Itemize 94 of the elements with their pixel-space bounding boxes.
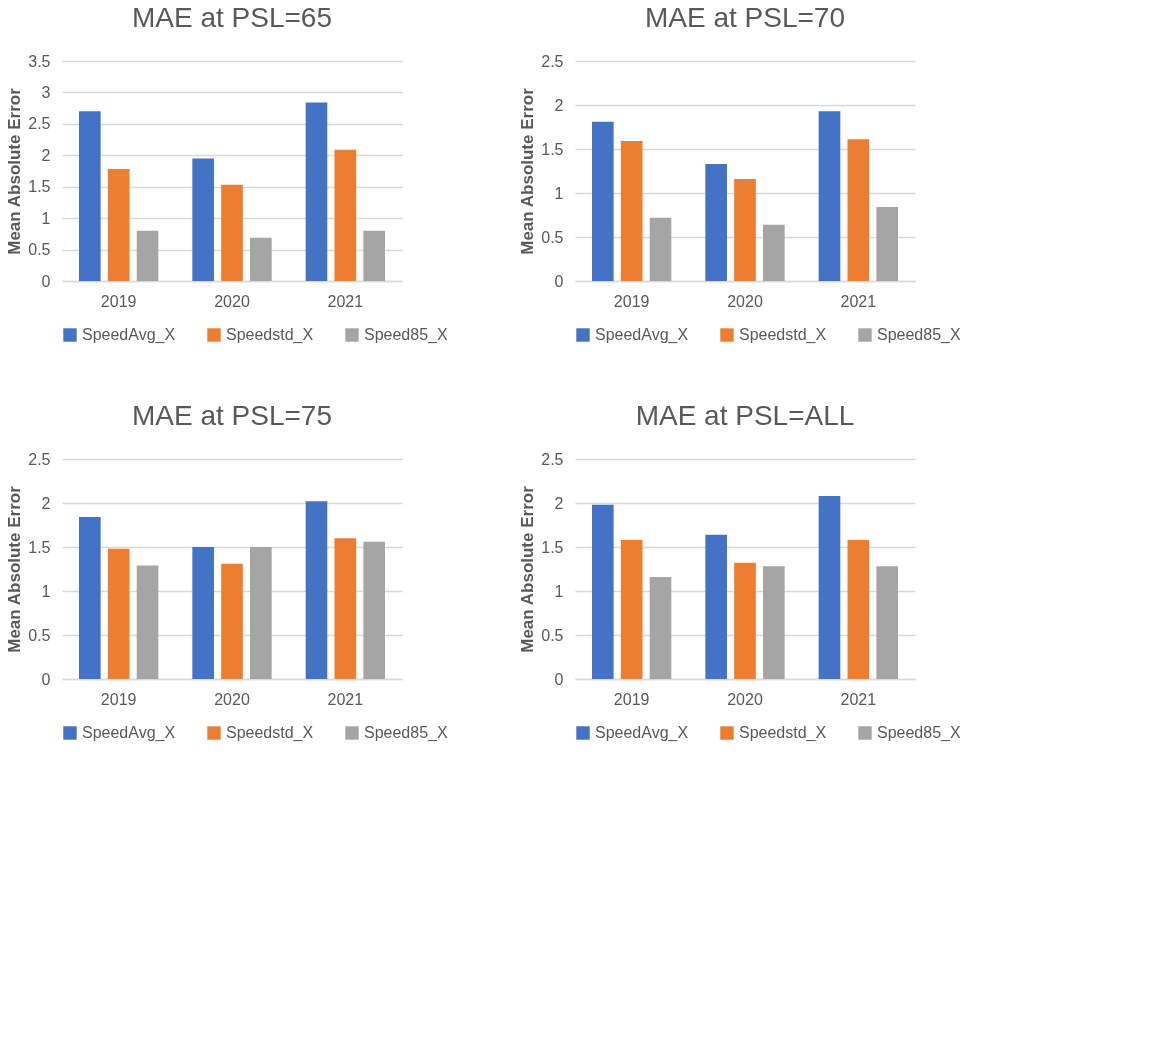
legend-label: Speedstd_X <box>226 724 314 742</box>
bar <box>250 237 272 281</box>
chart-title: MAE at PSL=75 <box>131 400 333 431</box>
bar <box>107 169 130 281</box>
y-tick-label: 2.5 <box>28 450 51 468</box>
x-tick-label: 2020 <box>214 690 250 708</box>
x-tick-label: 2019 <box>613 690 650 708</box>
legend-label: Speed85_X <box>877 326 961 344</box>
y-axis-title: Mean Absolute Error <box>5 87 25 255</box>
y-tick-label: 2 <box>554 96 564 114</box>
bar <box>876 566 898 679</box>
bar <box>705 163 727 281</box>
x-tick-label: 2019 <box>100 690 137 708</box>
bar <box>705 534 727 679</box>
bar <box>192 547 214 679</box>
bar <box>192 158 214 281</box>
bar <box>107 548 130 679</box>
bar <box>136 565 159 679</box>
bar <box>847 139 870 281</box>
bar <box>649 217 672 281</box>
legend-label: Speedstd_X <box>739 326 827 344</box>
bar <box>763 566 785 679</box>
y-tick-label: 2.5 <box>28 115 51 133</box>
bar <box>734 178 756 281</box>
bar <box>649 576 672 679</box>
y-tick-label: 1.5 <box>28 178 51 196</box>
bar <box>363 541 385 679</box>
x-tick-label: 2021 <box>327 292 364 310</box>
y-tick-label: 0.5 <box>28 626 51 644</box>
x-tick-label: 2019 <box>613 292 650 310</box>
y-tick-label: 1 <box>41 582 51 600</box>
bar <box>363 230 385 281</box>
bar <box>847 539 870 679</box>
legend-label: Speedstd_X <box>226 326 314 344</box>
bar <box>592 121 614 281</box>
legend-label: SpeedAvg_X <box>595 326 689 344</box>
y-tick-label: 1.5 <box>541 538 564 556</box>
y-tick-label: 1.5 <box>28 538 51 556</box>
y-tick-label: 2 <box>41 146 51 164</box>
x-tick-label: 2021 <box>327 690 364 708</box>
bar <box>250 547 272 679</box>
legend-label: Speed85_X <box>364 724 448 742</box>
legend-label: Speedstd_X <box>739 724 827 742</box>
y-tick-label: 0 <box>554 272 564 290</box>
y-tick-label: 2 <box>554 494 564 512</box>
y-axis-title: Mean Absolute Error <box>518 485 538 653</box>
y-tick-label: 2.5 <box>541 52 564 70</box>
bar <box>221 563 243 679</box>
y-tick-label: 1 <box>41 209 51 227</box>
y-tick-label: 0.5 <box>541 228 564 246</box>
bar <box>620 141 643 281</box>
y-tick-label: 2.5 <box>541 450 564 468</box>
y-tick-label: 1 <box>554 184 564 202</box>
y-tick-label: 3.5 <box>28 52 51 70</box>
legend-label: SpeedAvg_X <box>82 724 176 742</box>
y-tick-label: 0.5 <box>541 626 564 644</box>
x-tick-label: 2021 <box>840 690 877 708</box>
y-axis-title: Mean Absolute Error <box>518 87 538 255</box>
y-tick-label: 0 <box>41 670 51 688</box>
bar <box>818 495 841 679</box>
bar <box>305 501 328 679</box>
bar <box>592 504 614 679</box>
bar <box>334 538 357 679</box>
legend-label: SpeedAvg_X <box>82 326 176 344</box>
legend-label: Speed85_X <box>877 724 961 742</box>
y-tick-label: 2 <box>41 494 51 512</box>
bar <box>334 149 357 281</box>
bar <box>136 230 159 281</box>
bar <box>305 102 328 281</box>
bar <box>818 111 841 281</box>
chart-title: MAE at PSL=65 <box>131 2 333 33</box>
bar <box>79 111 101 281</box>
y-tick-label: 3 <box>41 83 51 101</box>
bar <box>620 539 643 679</box>
legend-label: Speed85_X <box>364 326 448 344</box>
bar <box>876 207 898 281</box>
chart-title: MAE at PSL=ALL <box>635 400 855 431</box>
bar <box>221 184 243 281</box>
bar <box>734 562 756 679</box>
x-tick-label: 2019 <box>100 292 137 310</box>
x-tick-label: 2021 <box>840 292 877 310</box>
y-tick-label: 1.5 <box>541 140 564 158</box>
y-tick-label: 0.5 <box>28 241 51 259</box>
y-tick-label: 1 <box>554 582 564 600</box>
y-tick-label: 0 <box>41 272 51 290</box>
x-tick-label: 2020 <box>727 292 763 310</box>
legend-label: SpeedAvg_X <box>595 724 689 742</box>
x-tick-label: 2020 <box>214 292 250 310</box>
bar <box>763 224 785 281</box>
chart-title: MAE at PSL=70 <box>644 2 846 33</box>
y-tick-label: 0 <box>554 670 564 688</box>
y-axis-title: Mean Absolute Error <box>5 485 25 653</box>
bar <box>79 517 101 679</box>
x-tick-label: 2020 <box>727 690 763 708</box>
